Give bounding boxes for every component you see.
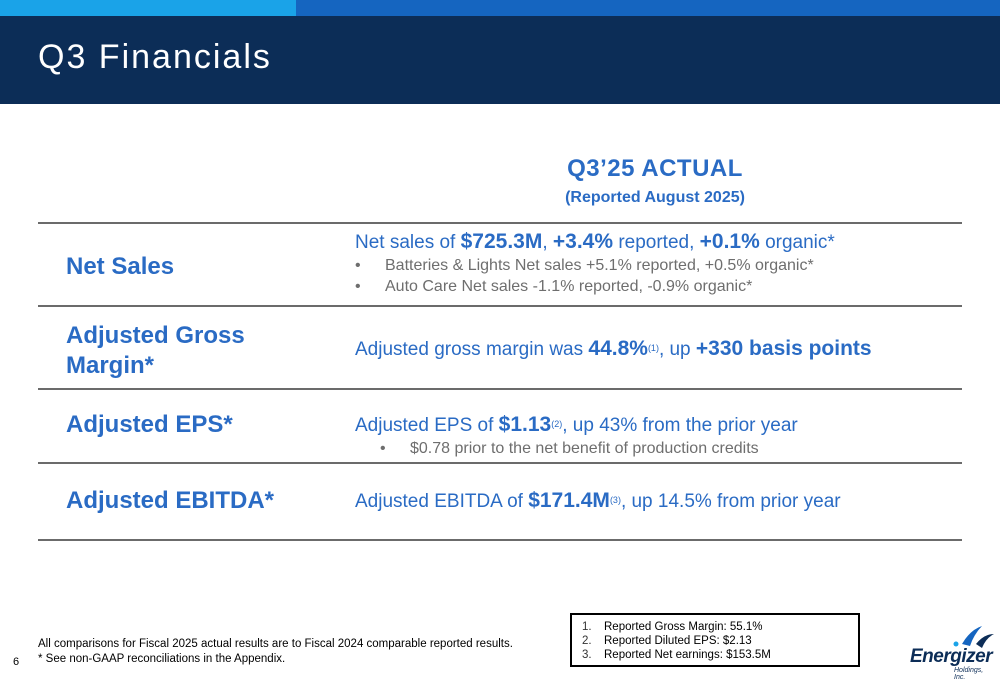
text: , [542, 232, 553, 253]
logo-wordmark: Energizer [910, 646, 993, 667]
row-body-net-sales: Net sales of $725.3M, +3.4% reported, +0… [355, 230, 835, 296]
page-title: Q3 Financials [38, 38, 272, 76]
footnotes: All comparisons for Fiscal 2025 actual r… [38, 637, 513, 667]
reference-number: 1. [582, 621, 592, 633]
row-label-eps: Adjusted EPS* [66, 411, 233, 438]
top-accent-bar-dark [296, 0, 1000, 16]
footnote-marker: (2) [551, 419, 563, 429]
reference-number: 3. [582, 649, 592, 661]
ebitda-value: $171.4M [528, 489, 610, 512]
reference-text: Reported Net earnings: $153.5M [604, 649, 771, 661]
row-label-net-sales: Net Sales [66, 253, 175, 280]
text: Adjusted EPS of [355, 415, 499, 436]
divider [38, 305, 962, 307]
text: organic* [759, 232, 835, 253]
row-body-eps: Adjusted EPS of $1.13(2), up 43% from th… [355, 413, 798, 458]
divider [38, 222, 962, 224]
reference-item: 1. Reported Gross Margin: 55.1% [582, 620, 848, 634]
footnote-line: All comparisons for Fiscal 2025 actual r… [38, 638, 513, 650]
footnote-line: * See non-GAAP reconciliations in the Ap… [38, 653, 286, 665]
reference-number: 2. [582, 635, 592, 647]
column-heading: Q3’25 ACTUAL (Reported August 2025) [540, 155, 770, 207]
organic-growth-value: +0.1% [699, 230, 760, 253]
text: Adjusted EBITDA of [355, 491, 529, 512]
reference-text: Reported Diluted EPS: $2.13 [604, 635, 752, 647]
energizer-logo: Energizer Holdings, Inc. [910, 622, 996, 681]
reported-results-box: 1. Reported Gross Margin: 55.1% 2. Reporte… [570, 613, 860, 667]
text: reported, [613, 232, 700, 253]
text: , up 43% from the prior year [562, 415, 798, 436]
logo-swoosh-icon [953, 626, 994, 648]
divider [38, 388, 962, 390]
logo-subtext: Holdings, Inc. [954, 667, 984, 681]
footnote-marker: (1) [647, 343, 659, 353]
reference-text: Reported Gross Margin: 55.1% [604, 621, 763, 633]
row-body-ebitda: Adjusted EBITDA of $171.4M(3), up 14.5% … [355, 489, 841, 513]
text: Net sales of [355, 232, 461, 253]
reported-growth-value: +3.4% [552, 230, 614, 253]
label-line: Adjusted Gross [66, 322, 245, 349]
bullet-item: Batteries & Lights Net sales +5.1% repor… [355, 257, 835, 275]
row-body-gross-margin: Adjusted gross margin was 44.8%(1), up +… [355, 337, 872, 361]
column-heading-title: Q3’25 ACTUAL [567, 155, 743, 182]
page-number: 6 [13, 656, 20, 668]
reference-item: 2. Reported Diluted EPS: $2.13 [582, 634, 848, 648]
row-label-gross-margin: Adjusted Gross Margin* [66, 321, 245, 381]
divider [38, 539, 962, 541]
reference-item: 3. Reported Net earnings: $153.5M [582, 648, 848, 662]
net-sales-value: $725.3M [460, 230, 543, 253]
top-accent-bar-light [0, 0, 296, 16]
bullet-item: Auto Care Net sales -1.1% reported, -0.9… [355, 278, 835, 296]
text: Adjusted gross margin was [355, 339, 589, 360]
basis-points-value: +330 basis points [695, 337, 872, 360]
label-line: Margin* [66, 352, 155, 379]
column-heading-subtitle: (Reported August 2025) [565, 189, 745, 206]
divider [38, 462, 962, 464]
bullet-item: $0.78 prior to the net benefit of produc… [380, 440, 798, 458]
header-banner: Q3 Financials [0, 16, 1000, 104]
net-sales-summary: Net sales of $725.3M, +3.4% reported, +0… [355, 230, 835, 254]
text: , up [658, 339, 696, 360]
text: , up 14.5% from prior year [620, 491, 841, 512]
eps-value: $1.13 [498, 413, 552, 436]
eps-summary: Adjusted EPS of $1.13(2), up 43% from th… [355, 413, 798, 437]
row-label-ebitda: Adjusted EBITDA* [66, 487, 275, 514]
footnote-marker: (3) [609, 495, 621, 505]
gross-margin-value: 44.8% [588, 337, 648, 360]
